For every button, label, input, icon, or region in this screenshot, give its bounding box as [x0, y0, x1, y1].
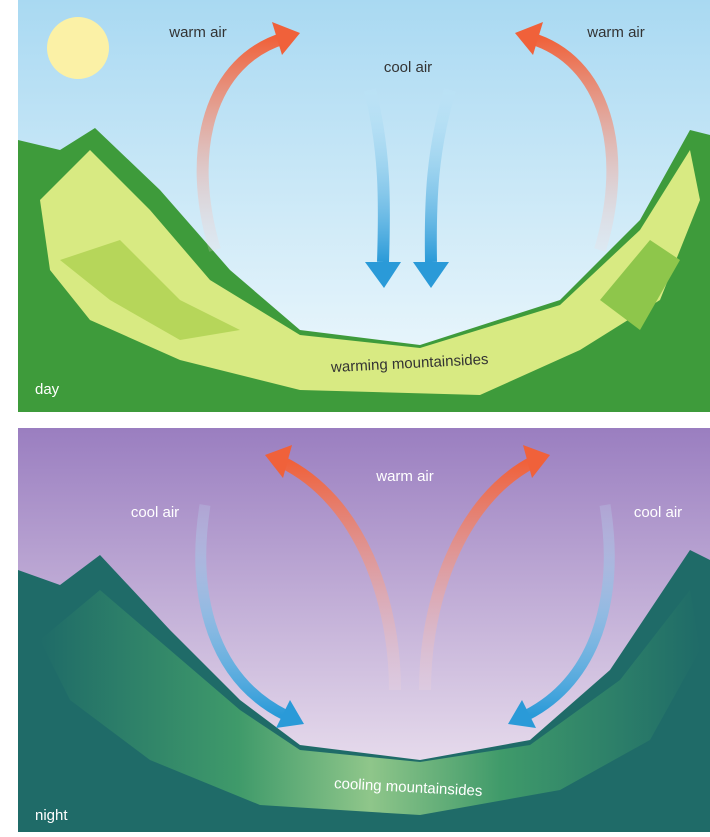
day-panel: warm air cool air warm air warming mount… — [18, 0, 710, 412]
night-panel: cool air warm air cool air cooling mount… — [18, 428, 710, 832]
label: cool air — [634, 504, 682, 521]
caption: night — [35, 807, 68, 824]
label: warm air — [375, 468, 434, 485]
label: warm air — [168, 24, 227, 41]
label: warm air — [586, 24, 645, 41]
label: cool air — [384, 59, 432, 76]
label: cool air — [131, 504, 179, 521]
diagram: warm air cool air warm air warming mount… — [0, 0, 710, 832]
sun — [47, 17, 109, 79]
caption: day — [35, 381, 60, 398]
